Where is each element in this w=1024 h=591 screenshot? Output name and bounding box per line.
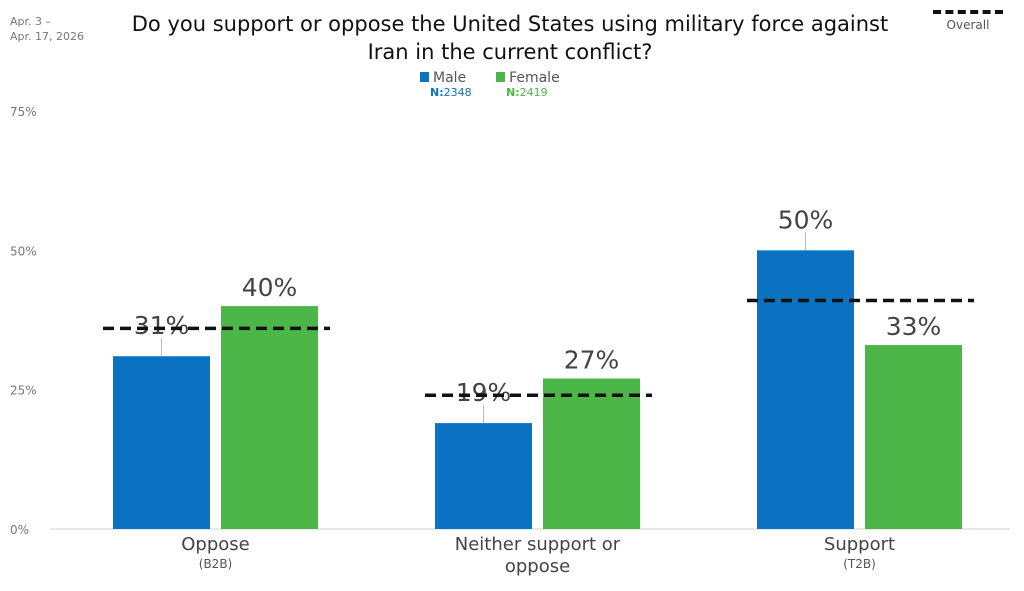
legend-female: Female N:2419 — [496, 70, 560, 99]
legend-n-female: N:2419 — [496, 86, 560, 99]
legend-swatch-male — [420, 72, 429, 82]
n-value: 2348 — [443, 86, 472, 99]
category-sublabel: (B2B) — [199, 557, 232, 571]
category-label: oppose — [505, 556, 570, 577]
category-sublabel: (T2B) — [843, 557, 876, 571]
data-label: 31% — [134, 311, 190, 340]
category-label: Neither support or — [455, 534, 621, 555]
legend-male: Male N:2348 — [420, 70, 472, 99]
overall-legend: Overall — [928, 10, 1008, 32]
legend-swatch-female — [496, 72, 506, 82]
y-tick-label: 0% — [10, 523, 29, 537]
category-label: Support — [824, 534, 895, 555]
data-label: 33% — [886, 312, 942, 341]
bar-female — [221, 306, 318, 529]
category-label: Oppose — [181, 534, 249, 555]
n-prefix: N: — [506, 86, 520, 99]
date-end: Apr. 17, 2026 — [10, 30, 84, 43]
chart-title: Do you support or oppose the United Stat… — [131, 12, 889, 64]
n-prefix: N: — [430, 86, 444, 99]
data-label: 27% — [564, 346, 620, 375]
data-label: 19% — [456, 378, 512, 407]
legend-n-male: N:2348 — [420, 86, 472, 99]
date-start: Apr. 3 – — [10, 15, 52, 28]
legend-label-female: Female — [509, 70, 560, 86]
y-tick-label: 75% — [10, 105, 37, 119]
data-label: 40% — [242, 273, 298, 302]
data-label: 50% — [778, 205, 834, 234]
bar-male — [435, 423, 532, 529]
y-tick-label: 50% — [10, 244, 37, 258]
n-value: 2419 — [519, 86, 548, 99]
bar-male — [757, 250, 854, 530]
y-tick-label: 25% — [10, 384, 37, 398]
bar-female — [865, 345, 962, 529]
legend: Male N:2348 Female N:2419 — [420, 70, 580, 100]
bar-female — [543, 378, 640, 529]
bar-male — [113, 356, 210, 529]
legend-label-male: Male — [433, 70, 467, 86]
date-range: Apr. 3 – Apr. 17, 2026 — [10, 14, 84, 44]
overall-legend-label: Overall — [946, 18, 990, 32]
overall-dash-swatch — [933, 10, 1003, 14]
